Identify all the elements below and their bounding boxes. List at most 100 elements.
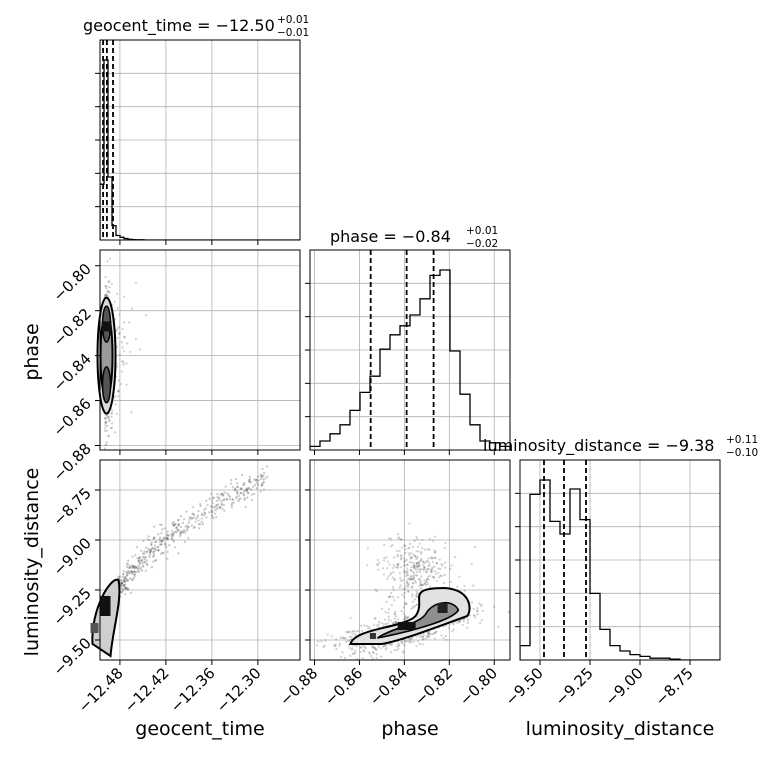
- scatter-point: [155, 540, 158, 543]
- title-phase-label: phase: [330, 227, 378, 246]
- scatter-point: [179, 525, 183, 529]
- scatter-point: [150, 543, 153, 547]
- x-tick-label: −8.75: [652, 664, 697, 709]
- scatter-point: [174, 530, 177, 533]
- scatter-point: [238, 494, 241, 497]
- scatter-point: [386, 567, 389, 570]
- scatter-point: [416, 592, 420, 595]
- scatter-point: [130, 569, 133, 572]
- scatter-point: [233, 489, 237, 492]
- scatter-point: [131, 307, 134, 310]
- scatter-point: [104, 293, 107, 296]
- scatter-point: [149, 549, 153, 552]
- scatter-point: [402, 606, 405, 609]
- scatter-point: [435, 579, 438, 582]
- scatter-point: [397, 647, 400, 650]
- scatter-point: [391, 622, 395, 625]
- scatter-point: [397, 537, 401, 540]
- scatter-point: [388, 595, 391, 598]
- scatter-point: [422, 569, 426, 572]
- scatter-point: [424, 637, 427, 640]
- scatter-point: [391, 566, 394, 570]
- scatter-point: [211, 499, 214, 502]
- scatter-point: [243, 489, 246, 492]
- scatter-point: [434, 630, 438, 634]
- scatter-point: [497, 625, 500, 628]
- scatter-point: [385, 644, 388, 647]
- scatter-point: [431, 539, 435, 542]
- scatter-point: [394, 620, 398, 623]
- scatter-point: [200, 520, 203, 523]
- scatter-point: [122, 572, 125, 575]
- scatter-point: [421, 635, 424, 638]
- scatter-point: [457, 621, 460, 624]
- scatter-point: [326, 633, 329, 636]
- scatter-point: [198, 527, 201, 530]
- scatter-point: [348, 630, 351, 633]
- x-tick-label: −12.30: [213, 664, 265, 716]
- scatter-point: [159, 552, 163, 555]
- scatter-point: [406, 574, 409, 577]
- scatter-point: [389, 573, 392, 576]
- scatter-point: [216, 496, 219, 499]
- scatter-point: [132, 565, 136, 568]
- scatter-point: [371, 650, 375, 653]
- scatter-point: [438, 558, 441, 561]
- scatter-point: [415, 592, 418, 595]
- scatter-point: [149, 551, 152, 555]
- scatter-point: [403, 564, 406, 567]
- scatter-point: [130, 571, 133, 574]
- scatter-point: [105, 420, 108, 424]
- scatter-point: [410, 595, 414, 598]
- scatter-point: [391, 595, 395, 598]
- title-luminosity-distance-plus: +0.11: [726, 434, 758, 446]
- scatter-point: [170, 533, 173, 536]
- scatter-point: [215, 503, 218, 507]
- scatter-point: [463, 584, 466, 588]
- scatter-point: [121, 575, 124, 579]
- scatter-point: [410, 607, 413, 610]
- scatter-point: [106, 473, 108, 475]
- scatter-point: [409, 639, 412, 642]
- scatter-point: [158, 543, 161, 546]
- scatter-point: [387, 608, 391, 611]
- scatter-point: [120, 579, 123, 582]
- scatter-point: [395, 645, 399, 648]
- scatter-point: [110, 415, 113, 418]
- scatter-point: [422, 560, 425, 563]
- scatter-point: [153, 547, 156, 550]
- scatter-point: [192, 512, 195, 515]
- scatter-point: [141, 561, 144, 564]
- scatter-point: [467, 619, 470, 622]
- scatter-point: [120, 582, 123, 585]
- scatter-point: [168, 544, 171, 547]
- scatter-point: [106, 295, 110, 298]
- scatter-point: [110, 412, 113, 415]
- scatter-point: [120, 586, 123, 589]
- scatter-point: [415, 590, 418, 593]
- scatter-point: [400, 640, 403, 644]
- scatter-point: [339, 636, 342, 639]
- scatter-point: [152, 550, 155, 553]
- scatter-point: [164, 542, 167, 545]
- scatter-point: [338, 644, 341, 647]
- scatter-point: [406, 572, 409, 575]
- scatter-point: [341, 636, 344, 639]
- scatter-point: [455, 621, 459, 624]
- scatter-point: [393, 612, 396, 615]
- scatter-point: [373, 646, 377, 650]
- scatter-point: [393, 578, 396, 581]
- scatter-point: [129, 571, 132, 574]
- scatter-point: [223, 491, 226, 494]
- scatter-point: [171, 523, 175, 527]
- scatter-point: [240, 487, 243, 490]
- scatter-point: [415, 570, 419, 573]
- scatter-point: [364, 647, 367, 650]
- scatter-point: [137, 564, 140, 568]
- scatter-point: [418, 542, 421, 545]
- x-tick-label: −0.86: [321, 664, 366, 709]
- scatter-point: [409, 568, 413, 572]
- scatter-point: [330, 635, 333, 638]
- scatter-point: [154, 559, 157, 562]
- scatter-point: [421, 538, 424, 542]
